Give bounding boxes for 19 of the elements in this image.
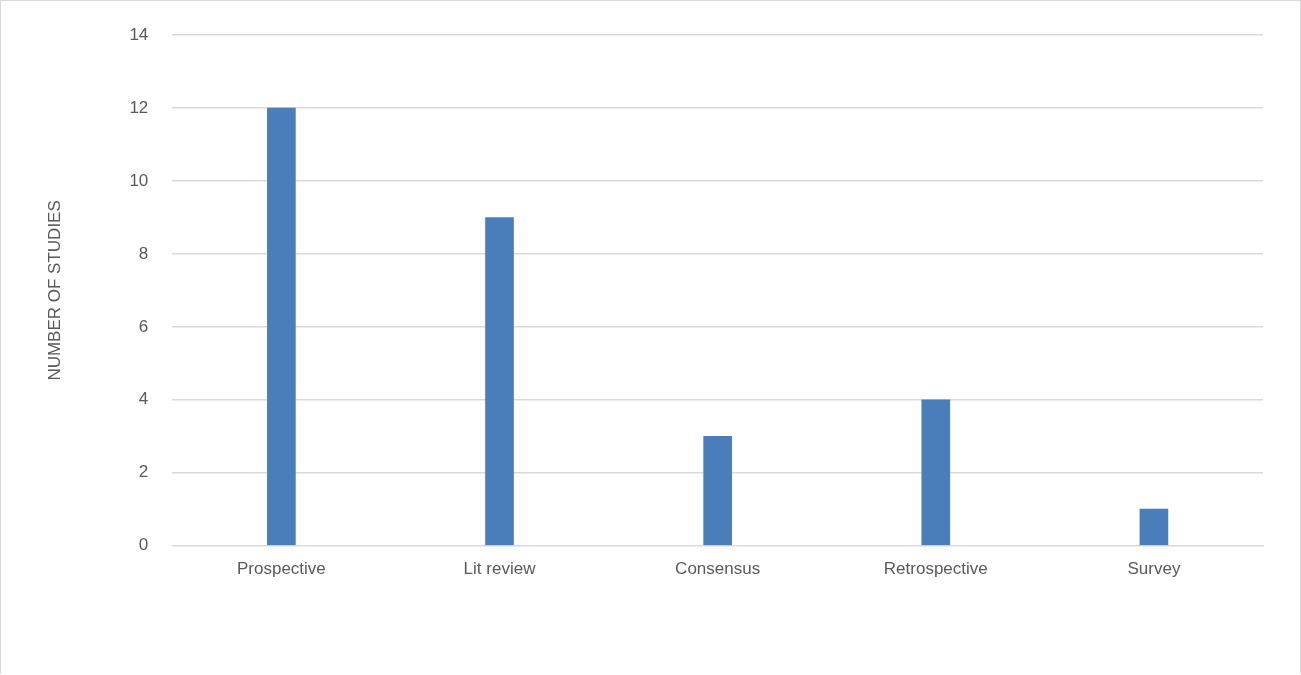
bar — [267, 107, 296, 546]
bar — [485, 217, 514, 546]
y-tick-label: 0 — [138, 535, 149, 555]
y-axis-title: NUMBER OF STUDIES — [44, 200, 64, 381]
x-tick-label: Retrospective — [883, 559, 988, 579]
x-tick-label: Lit review — [463, 559, 537, 579]
y-tick-label: 2 — [138, 462, 149, 482]
y-tick-label: 10 — [129, 170, 149, 190]
bar — [921, 399, 951, 546]
x-tick-label: Prospective — [236, 559, 326, 579]
bar — [1139, 508, 1169, 546]
y-tick-label: 12 — [129, 97, 149, 117]
y-tick-label: 14 — [129, 24, 149, 44]
y-tick-label: 4 — [138, 389, 149, 409]
x-tick-label: Survey — [1127, 559, 1181, 579]
y-tick-label: 8 — [138, 243, 149, 263]
y-tick-label: 6 — [138, 316, 149, 336]
bar — [703, 435, 732, 546]
x-tick-label: Consensus — [675, 559, 761, 579]
